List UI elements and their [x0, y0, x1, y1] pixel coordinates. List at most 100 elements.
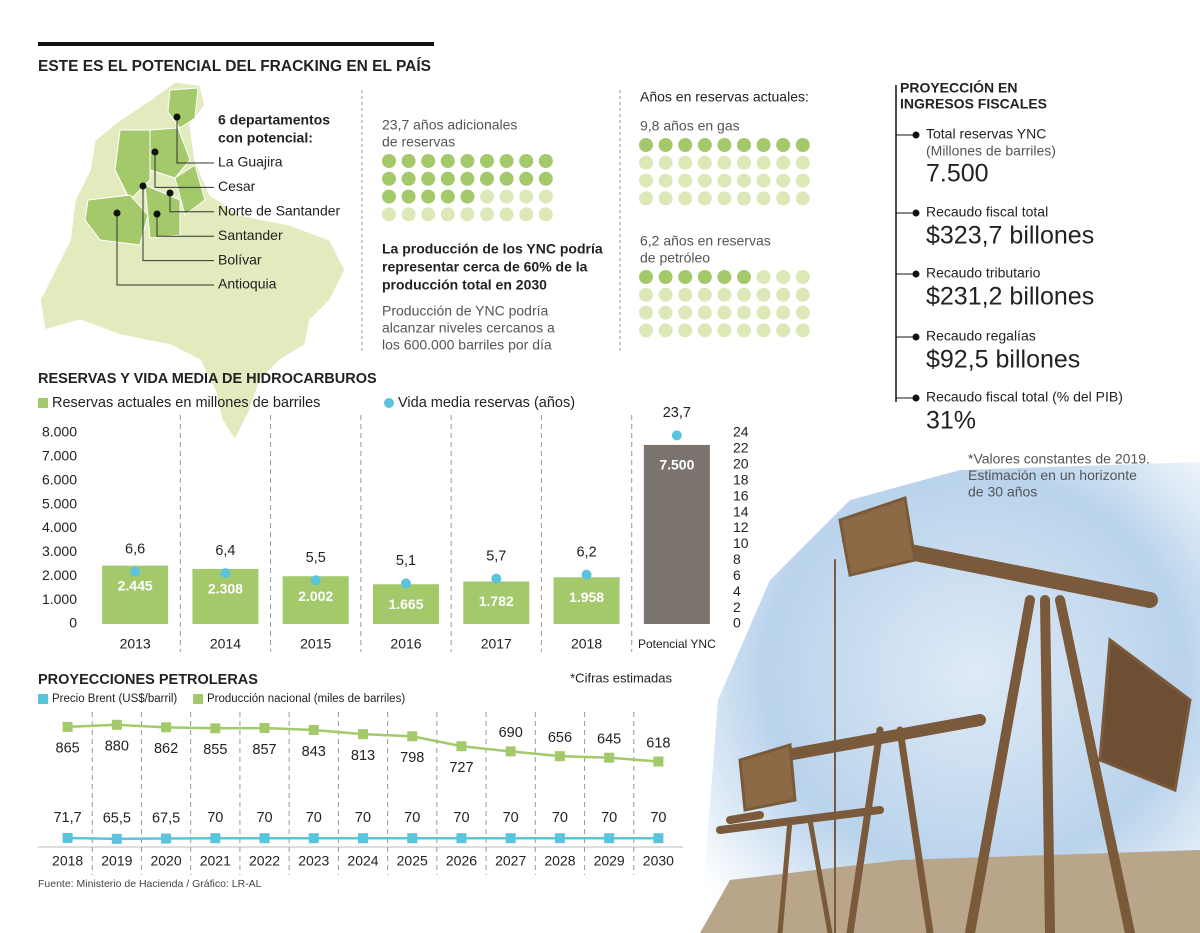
- map-heading: 6 departamentos: [218, 112, 330, 128]
- y2-tick-label: 20: [733, 456, 749, 472]
- dot-filled: [401, 189, 416, 204]
- dot-empty: [639, 305, 653, 320]
- series-point: [456, 833, 467, 844]
- dot-filled: [480, 154, 494, 168]
- life-dot: [130, 566, 141, 577]
- department-label: La Guajira: [218, 154, 283, 170]
- value-label: 690: [499, 725, 523, 741]
- dot-filled: [697, 270, 712, 284]
- x-tick-label: 2013: [120, 636, 151, 652]
- y-tick-label: 8.000: [42, 424, 77, 440]
- value-label: 70: [355, 810, 371, 826]
- bar: [463, 581, 530, 624]
- bullet: [912, 270, 920, 278]
- x-tick-label: 2015: [300, 636, 331, 652]
- dot-empty: [795, 323, 810, 338]
- series-point: [407, 833, 418, 844]
- legend-label: Vida media reservas (años): [398, 395, 575, 411]
- department-label: Antioquia: [218, 276, 277, 292]
- legend-label: Precio Brent (US$/barril): [52, 693, 177, 705]
- dot-empty: [776, 305, 791, 320]
- dot-filled: [639, 270, 653, 284]
- dot-filled: [737, 138, 751, 152]
- dot-filled: [421, 171, 436, 186]
- bar-label: 2.002: [298, 588, 333, 604]
- fiscal-note: de 30 años: [968, 484, 1037, 500]
- y2-tick-label: 16: [733, 487, 749, 503]
- value-label: 865: [56, 741, 80, 757]
- dot-empty: [737, 173, 751, 188]
- fiscal-sub: (Millones de barriles): [926, 143, 1056, 159]
- value-label: 70: [601, 810, 617, 826]
- dot-empty: [697, 305, 712, 320]
- bar-label: 1.958: [569, 589, 604, 605]
- dot-filled: [499, 154, 514, 168]
- x-tick-label: 2022: [249, 853, 280, 869]
- y2-tick-label: 6: [733, 567, 741, 583]
- dot-empty: [756, 270, 771, 284]
- department-label: Santander: [218, 227, 283, 243]
- dots-label: de reservas: [382, 134, 455, 150]
- bar: [192, 568, 259, 624]
- series-point: [554, 751, 565, 762]
- dot-empty: [717, 305, 732, 320]
- dot-empty: [737, 287, 751, 302]
- value-label: 813: [351, 748, 375, 764]
- dot-empty: [639, 323, 653, 338]
- dot-filled: [658, 270, 673, 284]
- dot-filled: [795, 138, 810, 152]
- dot-empty: [776, 191, 791, 206]
- value-label: 645: [597, 732, 621, 748]
- value-label: 618: [646, 735, 670, 751]
- legend-swatch: [193, 694, 203, 704]
- dot-filled: [401, 171, 416, 186]
- value-label: 67,5: [152, 810, 180, 826]
- dot-filled: [678, 270, 693, 284]
- dot-filled: [480, 171, 494, 186]
- series-point: [210, 723, 221, 734]
- x-tick-label: 2025: [397, 853, 428, 869]
- chart-note: *Cifras estimadas: [570, 670, 672, 685]
- dot-empty: [499, 207, 514, 222]
- pin: [113, 209, 121, 217]
- value-label: 65,5: [103, 811, 131, 827]
- y-tick-label: 5.000: [42, 495, 77, 511]
- legend-label: Reservas actuales en millones de barrile…: [52, 395, 320, 411]
- y2-tick-label: 2: [733, 599, 741, 615]
- value-label: 798: [400, 750, 424, 766]
- department-label: Bolívar: [218, 251, 262, 267]
- dot-empty: [658, 287, 673, 302]
- bar: [553, 577, 620, 624]
- dot-empty: [519, 207, 534, 222]
- dot-empty: [795, 191, 810, 206]
- series-point: [358, 729, 368, 740]
- dot-empty: [697, 191, 712, 206]
- x-tick-label: 2018: [571, 636, 602, 652]
- dot-empty: [776, 287, 791, 302]
- pin: [166, 189, 174, 197]
- dot-filled: [460, 189, 475, 204]
- dots-label: 9,8 años en gas: [640, 118, 740, 134]
- production-highlight: La producción de los YNC podría: [382, 241, 603, 257]
- dots-label: 23,7 años adicionales: [382, 117, 517, 133]
- dot-filled: [717, 270, 732, 284]
- series-point: [505, 833, 516, 844]
- dot-filled: [678, 138, 693, 152]
- series-point: [111, 833, 122, 844]
- dot-empty: [776, 155, 791, 170]
- dot-empty: [639, 173, 653, 188]
- x-tick-label: 2024: [347, 853, 378, 869]
- dot-empty: [401, 207, 416, 222]
- legend-swatch: [38, 694, 48, 704]
- life-dot: [491, 573, 502, 584]
- series-point: [407, 731, 418, 742]
- dot-filled: [440, 154, 455, 168]
- series-point: [161, 833, 172, 844]
- value-label: 5,7: [486, 548, 506, 564]
- dot-filled: [519, 171, 534, 186]
- dot-empty: [519, 189, 534, 204]
- bar: [643, 444, 710, 624]
- dot-empty: [499, 189, 514, 204]
- dot-empty: [795, 270, 810, 284]
- dot-filled: [382, 171, 396, 186]
